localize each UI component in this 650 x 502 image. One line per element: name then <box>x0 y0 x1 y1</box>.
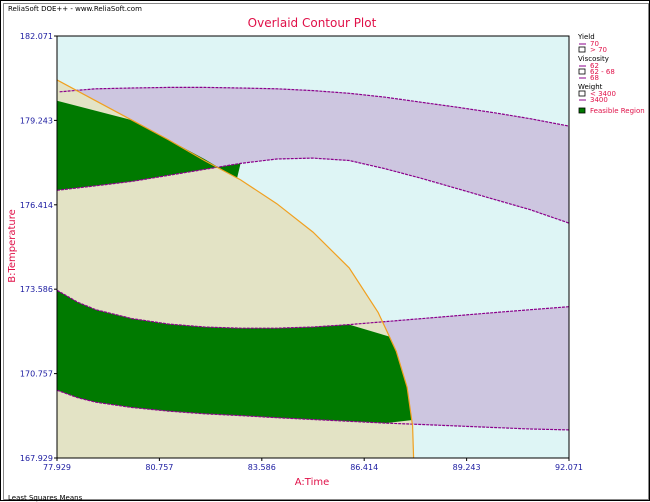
x-tick-label: 86.414 <box>350 463 378 472</box>
y-tick-label: 176.414 <box>20 201 53 210</box>
legend-group-title: Viscosity <box>578 55 609 63</box>
x-tick-label: 83.586 <box>248 463 276 472</box>
legend-box-swatch <box>578 46 586 53</box>
y-tick-label: 167.929 <box>20 454 53 463</box>
legend-item-label: 68 <box>590 74 599 82</box>
x-tick-label: 80.757 <box>145 463 173 472</box>
y-axis-ticks: 182.071 179.243 176.414 173.586 170.757 167.9… <box>20 32 57 463</box>
chart-title: Overlaid Contour Plot <box>248 16 377 30</box>
x-tick-label: 77.929 <box>43 463 71 472</box>
x-axis-ticks: 77.929 80.757 83.586 86.414 89.243 92.071 <box>43 458 583 472</box>
feasible-region-2 <box>57 290 412 424</box>
viscosity-62-contour-upper <box>59 86 569 127</box>
legend-group-title: Yield <box>577 33 595 41</box>
y-tick-label: 182.071 <box>20 32 53 41</box>
legend-item-label: 3400 <box>590 96 608 104</box>
legend-group-title: Weight <box>578 83 603 91</box>
x-tick-label: 89.243 <box>453 463 481 472</box>
viscosity-band-upper <box>57 87 569 224</box>
y-axis-label: B:Temperature <box>7 209 18 283</box>
y-tick-label: 173.586 <box>20 285 53 294</box>
legend-item-label: > 70 <box>590 46 607 54</box>
x-tick-label: 92.071 <box>555 463 583 472</box>
weight-3400-contour <box>57 79 415 458</box>
footer-text: Least Squares Means <box>8 494 83 502</box>
y-tick-label: 179.243 <box>20 116 53 125</box>
plot-frame <box>56 35 570 459</box>
header-text: ReliaSoft DOE++ - www.ReliaSoft.com <box>8 5 142 13</box>
viscosity-62-contour-lower <box>57 289 569 329</box>
legend-box-swatch <box>578 68 586 75</box>
feasible-region-1 <box>57 100 241 191</box>
y-tick-label: 170.757 <box>20 370 53 379</box>
legend-box-swatch <box>578 90 586 97</box>
viscosity-68-contour-lower <box>57 389 569 431</box>
plot-layers <box>57 36 569 458</box>
legend-feasible-swatch <box>578 107 586 114</box>
x-axis-label: A:Time <box>295 477 330 488</box>
legend-item-label: 62 - 68 <box>590 68 615 76</box>
legend-item-label: < 3400 <box>590 90 616 98</box>
legend-item-label: Feasible Region <box>590 107 645 115</box>
legend-item-label: 70 <box>590 40 599 48</box>
plot-area <box>56 35 570 459</box>
legend-item-label: 62 <box>590 62 599 70</box>
viscosity-68-contour <box>57 157 569 224</box>
